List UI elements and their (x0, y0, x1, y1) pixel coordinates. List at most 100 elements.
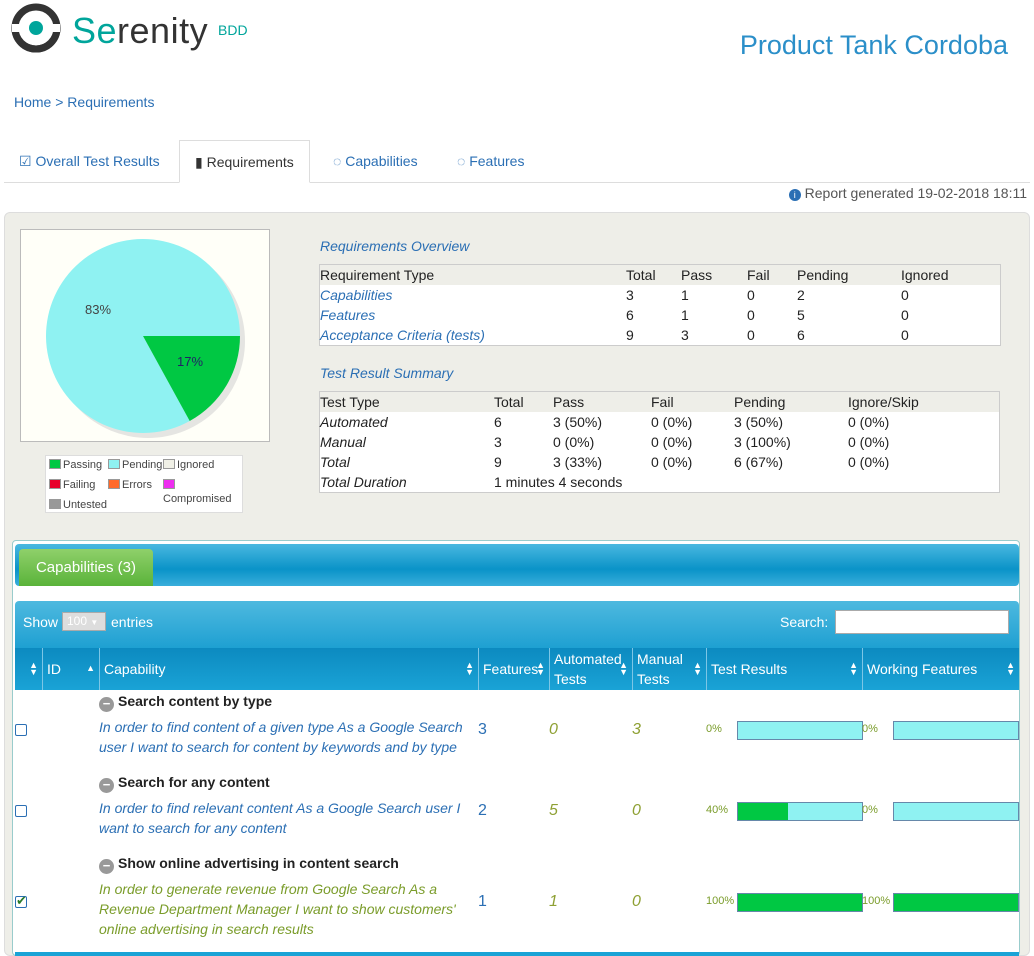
tab-requirements[interactable]: ▮ Requirements (179, 140, 310, 183)
cell: Automated (320, 414, 388, 430)
table-row: Total 9 3 (33%) 0 (0%) 6 (67%) 0 (0%) (320, 452, 999, 472)
col-working-features[interactable]: Working Features ▲ ▼ (867, 660, 1015, 678)
working-features-pct: 0% (862, 804, 878, 816)
report-tabs: ☑ Overall Test Results ▮ Requirements ◌ … (4, 140, 1030, 183)
requirements-overview-table: Requirement Type Total Pass Fail Pending… (319, 264, 1001, 346)
show-label: Show (23, 614, 59, 630)
checkmark-icon: ✔ (16, 893, 27, 908)
col-header: Fail (747, 267, 770, 283)
comments-icon: ◌ (457, 153, 466, 169)
tab-capabilities[interactable]: ◌ Capabilities (333, 153, 418, 169)
table-footer-edge (15, 952, 1019, 956)
cell: 0 (0%) (553, 434, 595, 450)
tab-overall-test-results[interactable]: ☑ Overall Test Results (19, 153, 160, 169)
serenity-logo-icon (11, 3, 61, 53)
cell: 3 (33%) (553, 454, 603, 470)
col-features[interactable]: Features ▲ ▼ (479, 648, 550, 690)
cell: 0 (901, 307, 909, 323)
capability-description[interactable]: In order to generate revenue from Google… (99, 881, 456, 937)
table-row: Features 6 1 0 5 0 (320, 305, 1000, 325)
manual-count: 0 (632, 802, 641, 819)
col-test-results[interactable]: Test Results ▲ ▼ (707, 648, 863, 690)
test-results-pct: 0% (706, 723, 722, 735)
legend-passing: Passing (49, 458, 102, 472)
legend-compromised: Compromised (163, 478, 242, 505)
cell: 6 (494, 414, 502, 430)
cell: 9 (626, 327, 634, 343)
cell: 0 (0%) (651, 414, 693, 430)
features-count: 2 (478, 802, 487, 819)
entries-select[interactable]: 100 ▼ (62, 612, 106, 631)
legend-failing: Failing (49, 478, 95, 492)
row-checkbox[interactable] (15, 805, 27, 817)
sort-icon: ▲ ▼ (465, 660, 474, 677)
col-header: Total (626, 267, 656, 283)
working-features-bar (893, 721, 1019, 740)
total-duration: 1 minutes 4 seconds (494, 474, 623, 490)
brand-suffix: BDD (218, 22, 248, 38)
tab-capabilities-count[interactable]: Capabilities (3) (19, 549, 153, 586)
row-checkbox[interactable] (15, 724, 27, 736)
cell: 6 (626, 307, 634, 323)
col-header: Total (494, 394, 524, 410)
search-label: Search: (780, 614, 829, 630)
sort-icon: ▲ ▼ (693, 660, 702, 677)
requirements-overview-title: Requirements Overview (320, 238, 470, 254)
search-input[interactable] (835, 610, 1009, 634)
capability-title[interactable]: − Show online advertising in content sear… (99, 855, 399, 874)
col-capability[interactable]: Capability ▲ ▼ (100, 648, 479, 690)
automated-count: 5 (549, 802, 558, 819)
table-row: ✔ − Show online advertising in content se… (15, 852, 1019, 952)
pie-legend: Passing Pending Ignored Failing Errors C… (45, 455, 243, 513)
cell: 3 (50%) (553, 414, 603, 430)
cell: 1 (681, 287, 689, 303)
cell: 0 (747, 327, 755, 343)
req-type-link[interactable]: Acceptance Criteria (tests) (320, 327, 485, 343)
cell: 0 (747, 307, 755, 323)
cell: 6 (67%) (734, 454, 784, 470)
col-automated-tests[interactable]: Automated Tests ▲ ▼ (550, 648, 633, 690)
table-row: Capabilities 3 1 0 2 0 (320, 285, 1000, 305)
working-features-pct: 0% (862, 723, 878, 735)
cell: 3 (494, 434, 502, 450)
check-square-icon: ☑ (19, 153, 32, 169)
table-row: Manual 3 0 (0%) 0 (0%) 3 (100%) 0 (0%) (320, 432, 999, 452)
pie-slice-pending (45, 238, 240, 433)
test-result-summary-table: Test Type Total Pass Fail Pending Ignore… (319, 391, 1000, 493)
req-type-link[interactable]: Capabilities (320, 287, 393, 303)
cell: 0 (747, 287, 755, 303)
cell: 1 (681, 307, 689, 323)
capability-title[interactable]: − Search content by type (99, 693, 272, 712)
row-checkbox-checked[interactable]: ✔ (15, 893, 27, 908)
col-select[interactable]: ▲ ▼ (15, 648, 43, 690)
cell: 0 (0%) (651, 434, 693, 450)
capability-description[interactable]: In order to find relevant content As a G… (99, 800, 461, 836)
legend-errors: Errors (108, 478, 152, 492)
manual-count: 3 (632, 721, 641, 738)
col-header: Pending (797, 267, 849, 283)
req-type-link[interactable]: Features (320, 307, 376, 323)
collapse-icon[interactable]: − (99, 778, 114, 793)
cell: 3 (626, 287, 634, 303)
working-features-bar (893, 893, 1019, 912)
capability-title[interactable]: − Search for any content (99, 774, 270, 793)
sort-icon: ▲ ▼ (29, 660, 38, 677)
cell: 3 (681, 327, 689, 343)
capability-description[interactable]: In order to find content of a given type… (99, 719, 463, 755)
test-result-summary-title: Test Result Summary (320, 365, 454, 381)
tab-features[interactable]: ◌ Features (457, 153, 525, 169)
col-manual-tests[interactable]: Manual Tests ▲ ▼ (633, 648, 707, 690)
breadcrumb[interactable]: Home > Requirements (14, 94, 155, 110)
col-header: Test Type (320, 394, 380, 410)
table-header: Requirement Type Total Pass Fail Pending… (320, 265, 1000, 285)
sort-asc-icon: ▲ (86, 663, 95, 673)
test-results-bar (737, 721, 863, 740)
cell: 3 (50%) (734, 414, 784, 430)
capabilities-table-header: ▲ ▼ ID ▲ Capability ▲ ▼ Features ▲ ▼ Automated… (15, 648, 1019, 690)
collapse-icon[interactable]: − (99, 859, 114, 874)
cell: Total (320, 454, 350, 470)
col-id[interactable]: ID ▲ (43, 648, 100, 690)
cell: 2 (797, 287, 805, 303)
collapse-icon[interactable]: − (99, 697, 114, 712)
table-row: Acceptance Criteria (tests) 9 3 0 6 0 (320, 325, 1000, 345)
